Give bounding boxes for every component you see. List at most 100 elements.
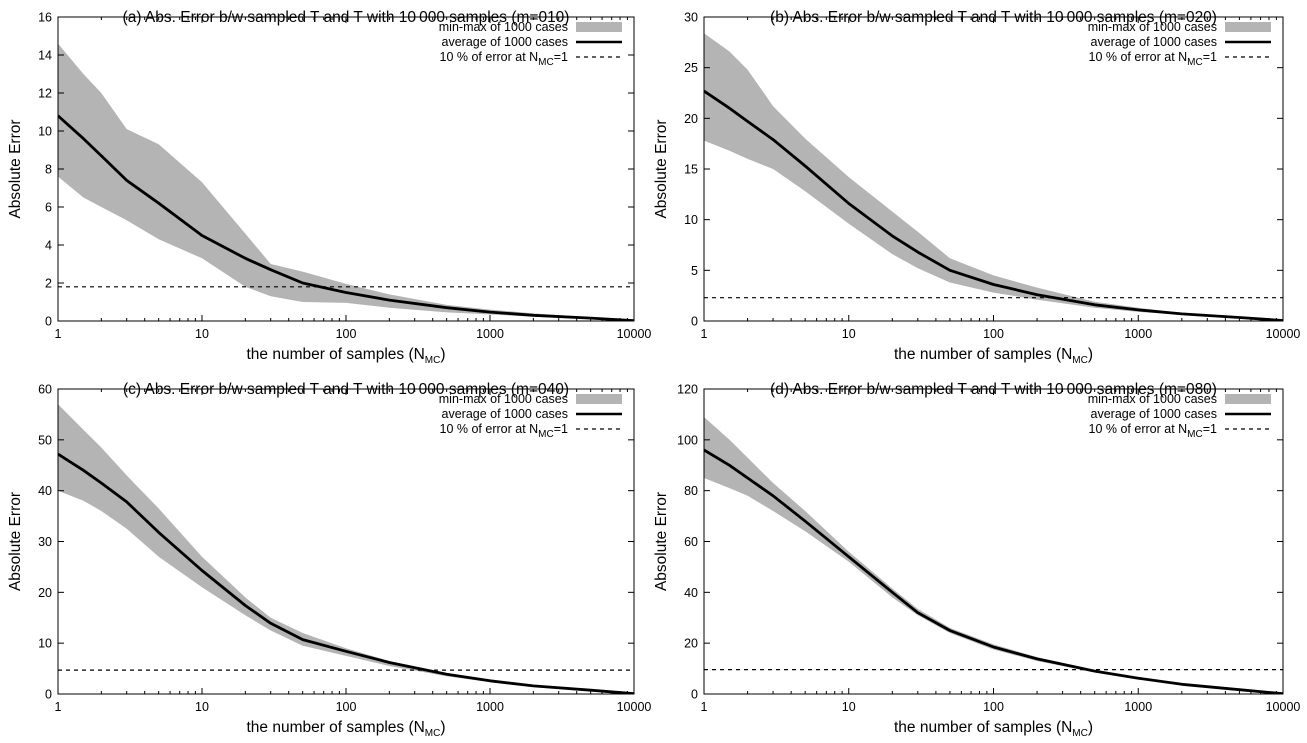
average-line	[58, 114, 634, 321]
plot-area	[704, 33, 1283, 321]
x-axis-label-suffix: )	[1088, 346, 1093, 363]
x-axis-label-suffix: )	[1088, 719, 1093, 736]
legend-label-ref-subscript: MC	[1187, 429, 1203, 440]
min-max-band	[704, 33, 1283, 321]
legend-label-line: average of 1000 cases	[1091, 407, 1217, 421]
x-tick-label: 100	[983, 327, 1004, 341]
chart-panel-a: (a) Abs. Error b/w sampled T and T with …	[7, 9, 651, 366]
chart-panel-d: (d) Abs. Error b/w sampled T and T with …	[653, 381, 1300, 739]
y-tick-label: 4	[45, 239, 52, 253]
legend-label-ref-main: 10 % of error at N	[1089, 50, 1188, 64]
x-axis-label-main: the number of samples (N	[894, 346, 1072, 363]
legend-swatch-band	[576, 22, 622, 32]
plot-area	[704, 417, 1283, 694]
min-max-band	[58, 404, 634, 694]
min-max-band	[58, 43, 634, 321]
y-tick-label: 0	[691, 688, 698, 702]
x-axis-label: the number of samples (NMC)	[246, 719, 445, 739]
chart-panel-b: (b) Abs. Error b/w sampled T and T with …	[653, 9, 1300, 366]
legend-swatch-band	[576, 394, 622, 404]
legend-label-band: min-max of 1000 cases	[439, 20, 568, 34]
min-max-band	[704, 417, 1283, 694]
x-tick-label: 10	[842, 700, 856, 714]
legend-label-line: average of 1000 cases	[442, 35, 568, 49]
x-axis-label-main: the number of samples (N	[894, 719, 1072, 736]
y-tick-label: 8	[45, 163, 52, 177]
x-tick-label: 1000	[1124, 327, 1152, 341]
y-tick-label: 120	[677, 383, 698, 397]
legend-label-ref-subscript: MC	[538, 57, 554, 68]
legend-label-ref: 10 % of error at NMC=1	[440, 422, 569, 440]
y-tick-label: 0	[45, 688, 52, 702]
average-line	[704, 448, 1283, 694]
y-axis-label: Absolute Error	[7, 119, 24, 218]
y-tick-label: 100	[677, 433, 698, 447]
x-axis-label: the number of samples (NMC)	[894, 346, 1093, 366]
x-axis-label-suffix: )	[440, 346, 445, 363]
x-tick-label: 10000	[1266, 700, 1301, 714]
y-tick-label: 12	[38, 87, 52, 101]
x-axis-label: the number of samples (NMC)	[894, 719, 1093, 739]
y-tick-label: 40	[38, 484, 52, 498]
x-tick-label: 1	[701, 700, 708, 714]
legend-label-line: average of 1000 cases	[1091, 35, 1217, 49]
x-axis-label: the number of samples (NMC)	[246, 346, 445, 366]
x-tick-label: 1000	[476, 327, 504, 341]
legend-label-ref-suffix: =1	[554, 422, 568, 436]
x-tick-label: 100	[336, 700, 357, 714]
y-tick-label: 14	[38, 49, 52, 63]
x-axis-label-main: the number of samples (N	[246, 719, 424, 736]
y-axis-label: Absolute Error	[653, 492, 670, 591]
y-tick-label: 0	[45, 315, 52, 329]
y-axis-label: Absolute Error	[7, 492, 24, 591]
legend-label-ref: 10 % of error at NMC=1	[1089, 50, 1218, 68]
plot-area	[58, 43, 634, 321]
y-tick-label: 80	[684, 484, 698, 498]
x-axis-label-suffix: )	[440, 719, 445, 736]
x-tick-label: 100	[336, 327, 357, 341]
legend-label-band: min-max of 1000 cases	[1088, 392, 1217, 406]
y-tick-label: 0	[691, 315, 698, 329]
legend-label-ref-subscript: MC	[1187, 57, 1203, 68]
y-tick-label: 30	[684, 11, 698, 25]
legend-swatch-band	[1225, 22, 1271, 32]
legend-label-ref-subscript: MC	[538, 429, 554, 440]
legend-label-band: min-max of 1000 cases	[1088, 20, 1217, 34]
y-tick-label: 20	[38, 586, 52, 600]
legend-label-ref-suffix: =1	[554, 50, 568, 64]
legend-label-ref-suffix: =1	[1203, 422, 1217, 436]
legend-label-ref: 10 % of error at NMC=1	[440, 50, 569, 68]
y-tick-label: 20	[684, 112, 698, 126]
x-tick-label: 1	[55, 700, 62, 714]
y-tick-label: 5	[691, 264, 698, 278]
x-axis-label-subscript: MC	[1072, 355, 1088, 366]
x-tick-label: 10	[195, 327, 209, 341]
x-axis-label-subscript: MC	[1072, 728, 1088, 739]
legend-label-line: average of 1000 cases	[442, 407, 568, 421]
legend-label-ref-main: 10 % of error at N	[1089, 422, 1188, 436]
legend-label-ref-main: 10 % of error at N	[440, 50, 539, 64]
x-tick-label: 10000	[1266, 327, 1301, 341]
y-axis-label: Absolute Error	[653, 119, 670, 218]
y-tick-label: 6	[45, 201, 52, 215]
x-tick-label: 10	[842, 327, 856, 341]
x-tick-label: 10	[195, 700, 209, 714]
x-tick-label: 10000	[617, 327, 652, 341]
average-line	[58, 452, 634, 694]
y-tick-label: 20	[684, 637, 698, 651]
legend-swatch-band	[1225, 394, 1271, 404]
average-line	[704, 89, 1283, 321]
x-tick-label: 1000	[476, 700, 504, 714]
x-axis-label-subscript: MC	[425, 355, 441, 366]
x-axis-label-main: the number of samples (N	[246, 346, 424, 363]
legend-label-band: min-max of 1000 cases	[439, 392, 568, 406]
y-tick-label: 10	[38, 125, 52, 139]
y-tick-label: 60	[38, 383, 52, 397]
x-tick-label: 100	[983, 700, 1004, 714]
y-tick-label: 60	[684, 535, 698, 549]
